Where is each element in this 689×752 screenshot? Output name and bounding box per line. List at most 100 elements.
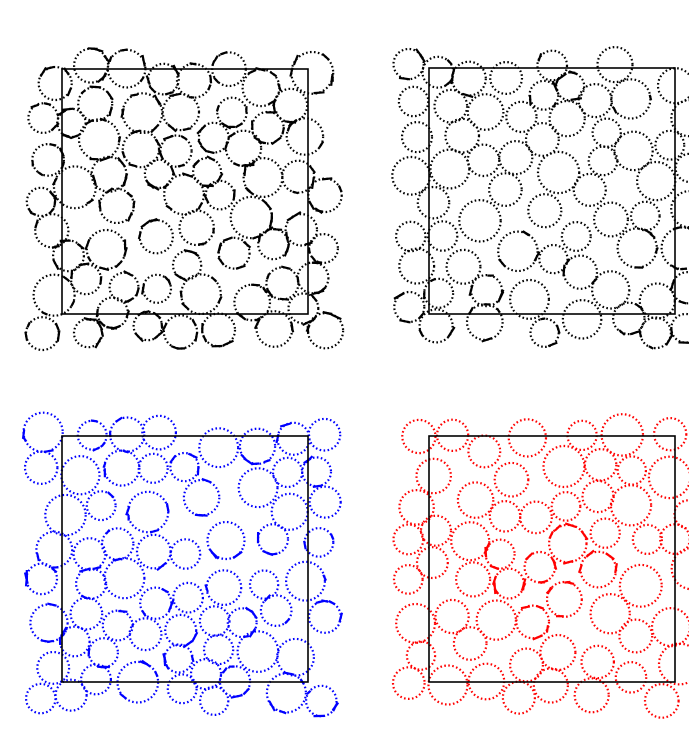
contact-force-mark <box>566 581 575 585</box>
contact-force-mark <box>165 663 170 670</box>
particle-circle <box>34 212 70 249</box>
particle-circle <box>419 514 453 547</box>
contact-force-mark <box>253 136 260 142</box>
contact-force-mark <box>30 103 40 109</box>
contact-force-mark <box>132 200 136 209</box>
contact-force-mark <box>205 149 215 155</box>
contact-force-mark <box>418 311 425 320</box>
particle-circle <box>304 684 338 718</box>
particle-circle <box>415 457 453 495</box>
particle-circle <box>452 626 488 661</box>
contact-force-mark <box>99 266 110 272</box>
contact-force-mark <box>98 199 102 211</box>
particle-circle <box>591 117 622 148</box>
particle-circle <box>198 605 231 637</box>
contact-force-mark <box>164 91 174 96</box>
particle-circle <box>103 557 146 600</box>
contact-force-mark <box>84 118 94 126</box>
panel-bottom-right <box>391 413 689 719</box>
particle-circle <box>561 298 603 340</box>
particle-circle <box>166 673 198 705</box>
contact-force-mark <box>169 454 177 464</box>
contact-force-mark <box>170 166 176 176</box>
contact-force-mark <box>140 219 152 229</box>
particle-circle <box>394 220 427 253</box>
particle-circle <box>138 218 174 255</box>
particle-circle <box>392 47 425 81</box>
contact-force-mark <box>66 87 72 97</box>
particle-circle <box>673 499 689 530</box>
contact-force-mark <box>97 74 107 84</box>
contact-force-mark <box>51 244 60 249</box>
contact-force-mark <box>222 666 228 674</box>
contact-force-mark <box>211 552 220 560</box>
contact-force-mark <box>103 54 111 63</box>
contact-force-mark <box>141 54 146 67</box>
contact-force-mark <box>91 174 97 185</box>
contact-force-mark <box>551 80 559 92</box>
contact-force-mark <box>48 207 55 215</box>
contact-force-mark <box>207 84 212 91</box>
contact-force-mark <box>189 62 197 66</box>
particle-circle <box>121 92 164 135</box>
contact-force-mark <box>181 302 190 311</box>
particle-circle <box>52 165 97 210</box>
contact-force-mark <box>308 165 316 174</box>
contact-force-mark <box>235 264 246 270</box>
contact-force-mark <box>86 255 92 262</box>
particle-circle <box>493 461 530 498</box>
contact-force-mark <box>638 330 643 338</box>
particle-circle <box>488 172 523 208</box>
contact-force-mark <box>296 276 300 284</box>
contact-force-mark <box>315 599 324 604</box>
contact-force-mark <box>201 184 210 188</box>
particle-circle <box>616 455 648 486</box>
particle-circle <box>589 517 621 549</box>
particle-circle <box>180 273 222 316</box>
contact-force-mark <box>162 183 170 190</box>
contact-force-mark <box>89 85 102 89</box>
particle-circle <box>24 316 60 352</box>
contact-force-mark <box>56 330 61 342</box>
contact-force-mark <box>80 89 86 95</box>
contact-force-mark <box>468 284 474 297</box>
panel-frame <box>61 68 309 315</box>
contact-force-mark <box>243 457 254 466</box>
particle-circle <box>656 67 689 105</box>
contact-force-mark <box>155 98 162 106</box>
contact-force-mark <box>191 318 197 327</box>
contact-force-mark <box>263 594 272 602</box>
particle-circle <box>488 499 522 533</box>
contact-force-mark <box>580 530 589 541</box>
particle-circle <box>255 310 294 348</box>
contact-force-mark <box>197 202 203 210</box>
contact-force-mark <box>322 310 332 316</box>
contact-force-mark <box>269 71 278 78</box>
particle-circle <box>164 613 198 648</box>
contact-force-mark <box>178 275 188 282</box>
particle-circle <box>25 562 59 596</box>
particle-circle <box>501 680 537 715</box>
particle-circle <box>670 99 689 138</box>
contact-force-mark <box>247 69 256 75</box>
contact-force-mark <box>524 552 534 561</box>
particle-circle <box>108 416 146 453</box>
particle-circle <box>613 130 654 172</box>
contact-force-mark <box>232 189 236 200</box>
particle-circle <box>308 485 342 519</box>
contact-force-mark <box>306 326 310 334</box>
contact-force-mark <box>99 276 103 285</box>
particle-circle <box>303 527 335 558</box>
particle-circle <box>400 121 434 154</box>
contact-force-mark <box>577 564 583 574</box>
contact-force-mark <box>43 102 51 106</box>
contact-force-mark <box>70 269 74 280</box>
particle-circle <box>103 449 141 487</box>
particle-circle <box>172 581 205 614</box>
particle-circle <box>653 417 688 452</box>
contact-force-mark <box>213 76 220 84</box>
particle-circle <box>237 467 279 509</box>
particle-circle <box>101 609 134 642</box>
contact-force-mark <box>92 446 101 452</box>
particle-circle <box>22 411 64 453</box>
